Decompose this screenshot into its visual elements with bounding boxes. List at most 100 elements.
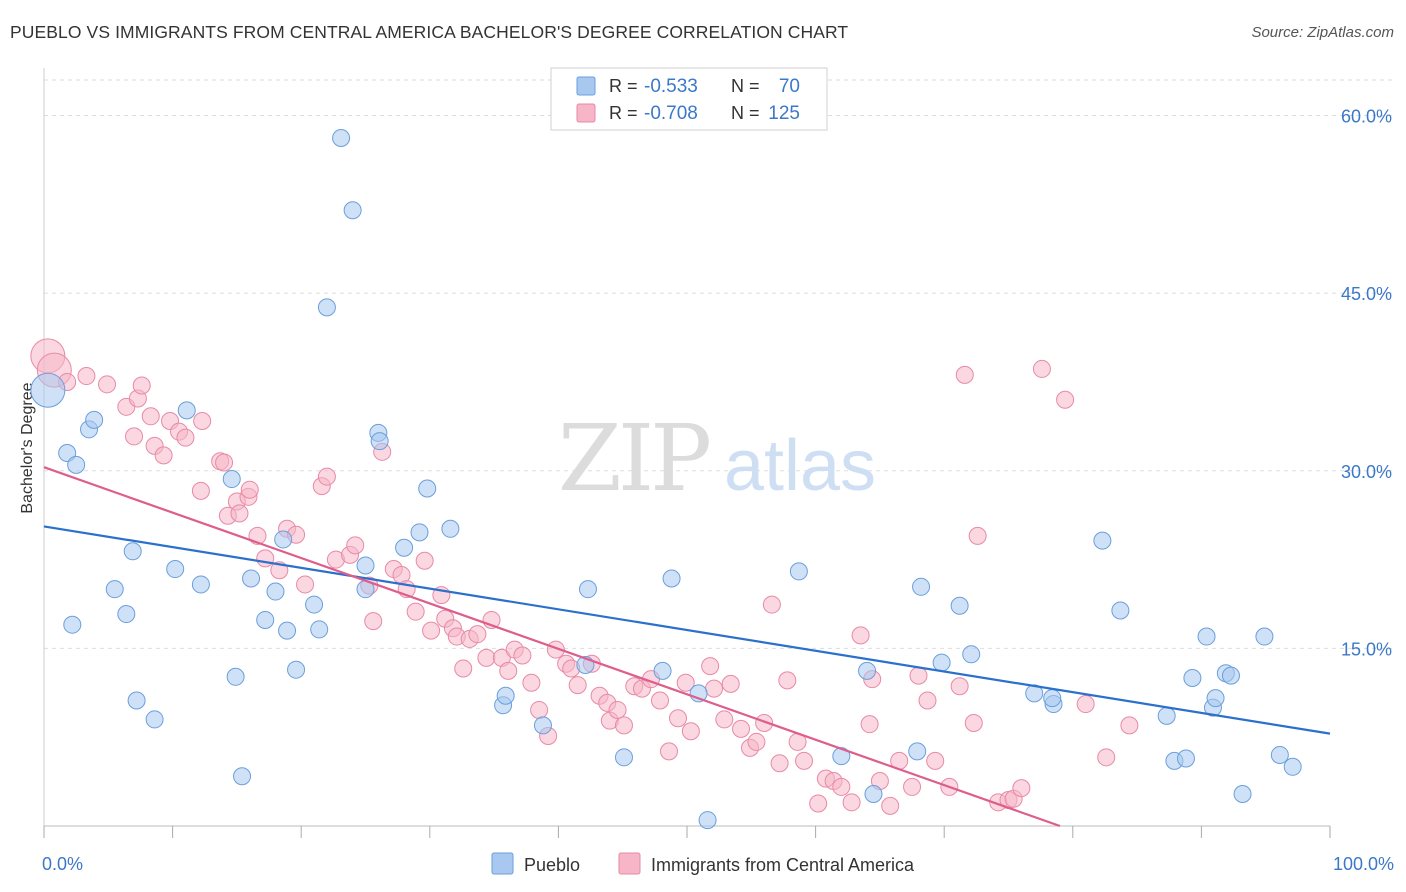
stats-legend (550, 67, 828, 131)
immigrant-point (809, 794, 828, 813)
r-label: R = (609, 103, 638, 123)
immigrant-point (346, 536, 365, 555)
pueblo-point (63, 615, 82, 634)
immigrant-point (191, 481, 210, 500)
immigrant-point (215, 453, 234, 472)
r-label: R = (609, 76, 638, 96)
immigrant-point (955, 365, 974, 384)
immigrant-point (762, 595, 781, 614)
pueblo-point (145, 710, 164, 729)
pueblo-point (441, 519, 460, 538)
y-tick-label: 60.0% (1341, 107, 1392, 127)
immigrant-point (154, 446, 173, 465)
pueblo-point (653, 661, 672, 680)
immigrant-point (230, 504, 249, 523)
immigrant-point (676, 673, 695, 692)
immigrant-point (903, 777, 922, 796)
pueblo-point (908, 742, 927, 761)
source-label: Source: ZipAtlas.com (1251, 24, 1394, 41)
pueblo-point (1093, 531, 1112, 550)
pueblo-point (1183, 668, 1202, 687)
watermark-atlas: atlas (724, 426, 876, 506)
y-tick-label: 45.0% (1341, 284, 1392, 304)
pueblo-point (1043, 689, 1062, 708)
pueblo-point (67, 455, 86, 474)
pueblo-point (305, 595, 324, 614)
immigrant-point (125, 427, 144, 446)
pueblo-point (1157, 706, 1176, 725)
immigrant-point (614, 716, 633, 735)
immigrant-point (926, 751, 945, 770)
pueblo-point (222, 470, 241, 489)
y-tick-label: 30.0% (1341, 462, 1392, 482)
pueblo-point (1206, 689, 1225, 708)
pueblo-point (310, 620, 329, 639)
pueblo-point (233, 767, 252, 786)
pueblo-point (177, 401, 196, 420)
n-label: N = (731, 76, 760, 96)
pueblo-point (662, 569, 681, 588)
pueblo-point (117, 605, 136, 624)
watermark-zip: ZIP (558, 405, 709, 512)
pueblo-point (614, 748, 633, 767)
immigrant-point (568, 676, 587, 695)
immigrant-point (909, 666, 928, 685)
immigrant-point (77, 367, 96, 386)
immigrant-point (832, 777, 851, 796)
pueblo-point (1221, 666, 1240, 685)
pueblo-point (343, 201, 362, 220)
pueblo-point (496, 686, 515, 705)
pueblo-point (127, 691, 146, 710)
immigrant-point (364, 612, 383, 631)
immigrant-point (715, 710, 734, 729)
pueblo-point (962, 645, 981, 664)
immigrant-trend-line (43, 466, 1061, 828)
pueblo-trend-line (43, 525, 1331, 735)
immigrant-point (747, 732, 766, 751)
pueblo-point (1270, 745, 1289, 764)
immigrant-point (468, 625, 487, 644)
n-label: N = (731, 103, 760, 123)
immigrant-point (950, 677, 969, 696)
pueblo-point (864, 785, 883, 804)
immigrant-point (842, 793, 861, 812)
immigrant-point (721, 674, 740, 693)
pueblo-point (166, 560, 185, 579)
immigrant-point (193, 412, 212, 431)
pueblo-point (932, 653, 951, 672)
x-tick-label: 0.0% (42, 854, 83, 874)
immigrant-point (141, 407, 160, 426)
immigrant-point (513, 646, 532, 665)
pueblo-point (191, 575, 210, 594)
immigrant-point (770, 754, 789, 773)
pueblo-point (105, 580, 124, 599)
immigrant-point (1056, 390, 1075, 409)
immigrant-point (608, 700, 627, 719)
immigrant-point (256, 549, 275, 568)
immigrant-point (650, 691, 669, 710)
immigrant-point (918, 691, 937, 710)
immigrant-point (240, 480, 259, 499)
immigrant-point (851, 626, 870, 645)
immigrant-point (132, 376, 151, 395)
pueblo-point (1283, 757, 1302, 776)
pueblo-point (332, 129, 351, 148)
immigrant-point (881, 796, 900, 815)
immigrant-point (1012, 779, 1031, 798)
immigrant-point (732, 719, 751, 738)
pueblo-point (1111, 601, 1130, 620)
n-value: 70 (779, 76, 800, 97)
pueblo-point (30, 372, 66, 408)
immigrant-point (778, 671, 797, 690)
pueblo-point (395, 538, 414, 557)
pueblo-point (418, 479, 437, 498)
immigrant-point (530, 700, 549, 719)
pueblo-point (912, 577, 931, 596)
bottom-legend-swatch (618, 852, 641, 875)
immigrant-point (659, 742, 678, 761)
immigrant-point (499, 661, 518, 680)
immigrant-point (968, 526, 987, 545)
immigrant-point (1076, 695, 1095, 714)
pueblo-point (356, 556, 375, 575)
